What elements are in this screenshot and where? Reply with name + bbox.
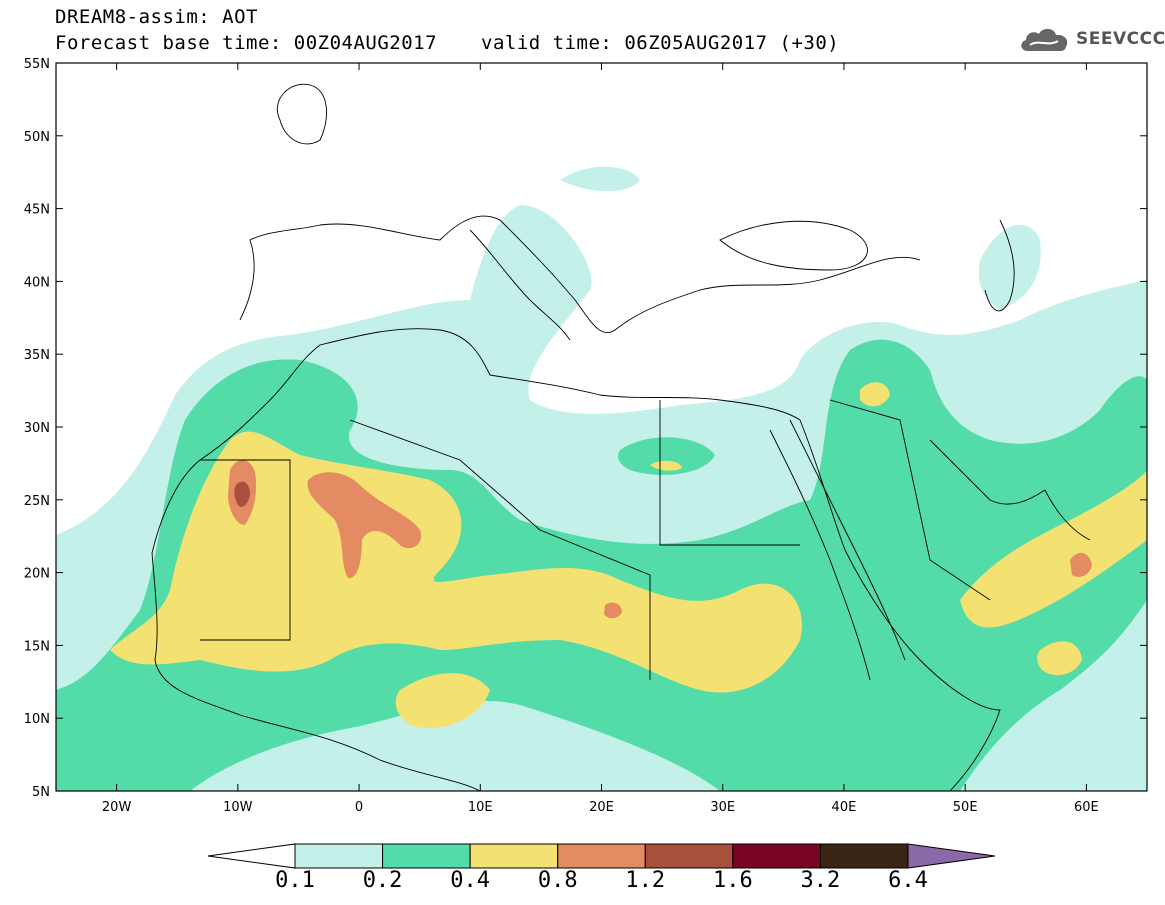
uk-coastline	[276, 83, 327, 145]
lon-tick-label: 10E	[468, 800, 493, 815]
colorbar-swatch	[557, 843, 646, 869]
colorbar-swatch	[382, 843, 471, 869]
aot-band-0-4b	[960, 470, 1147, 628]
colorbar-swatch	[644, 843, 734, 869]
lon-tick-label: 60E	[1074, 800, 1099, 815]
colorbar-level-label: 3.2	[800, 868, 841, 893]
black-sea-coastline	[719, 220, 868, 271]
aot-field	[56, 166, 1147, 791]
colorbar-level-label: 0.1	[275, 868, 315, 893]
europe-coastline	[239, 215, 921, 334]
logo-text: SEEVCCC	[1076, 29, 1165, 49]
aot-band-0-2b	[618, 437, 715, 475]
seevccc-logo: SEEVCCC	[1018, 22, 1165, 56]
aot-band-0-4e	[860, 382, 890, 407]
aot-band-0-4d	[1037, 641, 1082, 676]
forecast-base-time: Forecast base time: 00Z04AUG2017	[55, 32, 438, 54]
colorbar-level-label: 0.4	[450, 868, 491, 893]
coastlines	[151, 83, 1091, 791]
border-sahara	[200, 399, 991, 680]
italy-coastline	[469, 229, 571, 341]
aot-band-0-1c	[560, 166, 640, 192]
lat-tick-label: 25N	[24, 494, 50, 509]
aot-band-0-8	[307, 472, 421, 579]
lat-tick-label: 15N	[24, 639, 50, 654]
colorbar-under-triangle	[207, 843, 296, 869]
colorbar-over-triangle	[907, 843, 996, 869]
lon-tick-label: 20W	[102, 800, 132, 815]
lat-tick-label: 20N	[24, 567, 50, 582]
lat-tick-label: 45N	[24, 203, 50, 218]
colorbar-level-label: 1.6	[712, 868, 753, 893]
colorbar-level-label: 1.2	[625, 868, 666, 893]
map-title: DREAM8-assim: AOT	[55, 6, 258, 28]
colorbar	[207, 843, 996, 869]
colorbar-level-label: 0.2	[362, 868, 403, 893]
map-subtitle: Forecast base time: 00Z04AUG2017 valid ti…	[55, 32, 839, 54]
caspian-coastline	[984, 219, 1015, 312]
lon-tick-label: 40E	[832, 800, 857, 815]
colorbar-level-label: 0.8	[537, 868, 578, 893]
colorbar-swatch	[732, 843, 821, 869]
aot-band-0-4	[110, 431, 802, 693]
aot-band-0-8c	[1070, 552, 1092, 577]
aot-band-0-8d	[604, 602, 622, 619]
africa-coastline	[151, 328, 1001, 791]
aot-band-0-1b	[978, 224, 1041, 310]
aot-band-0-2	[56, 339, 1147, 791]
colorbar-swatch	[819, 843, 909, 869]
lat-tick-label: 40N	[24, 275, 50, 290]
valid-time: valid time: 06Z05AUG2017 (+30)	[481, 32, 840, 54]
aot-band-1-2	[234, 481, 250, 507]
lat-tick-label: 5N	[32, 785, 50, 800]
lon-tick-label: 0	[355, 800, 363, 815]
red-sea-coastline	[769, 429, 871, 681]
lat-tick-label: 30N	[24, 421, 50, 436]
lon-tick-label: 50E	[953, 800, 978, 815]
lat-tick-label: 35N	[24, 348, 50, 363]
persian-gulf-coastline	[929, 439, 1091, 541]
west-africa-coastline	[151, 552, 481, 791]
lon-tick-label: 30E	[710, 800, 735, 815]
aot-band-0-4c	[395, 673, 490, 729]
lat-tick-label: 10N	[24, 712, 50, 727]
colorbar-level-label: 6.4	[888, 868, 928, 893]
lat-tick-label: 50N	[24, 130, 50, 145]
colorbar-swatch	[294, 843, 384, 869]
red-sea-east-coastline	[789, 419, 906, 661]
cloud-icon	[1021, 28, 1068, 51]
lat-tick-label: 55N	[24, 57, 50, 72]
aot-band-0-4f	[650, 460, 682, 471]
lon-tick-label: 20E	[589, 800, 614, 815]
lon-tick-label: 10W	[223, 800, 253, 815]
axes: 20W 10W 0 10E 20E 30E 40E 50E 60E 55N 50N 45N 40N 35N…	[24, 57, 1147, 815]
colorbar-swatch	[469, 843, 559, 869]
